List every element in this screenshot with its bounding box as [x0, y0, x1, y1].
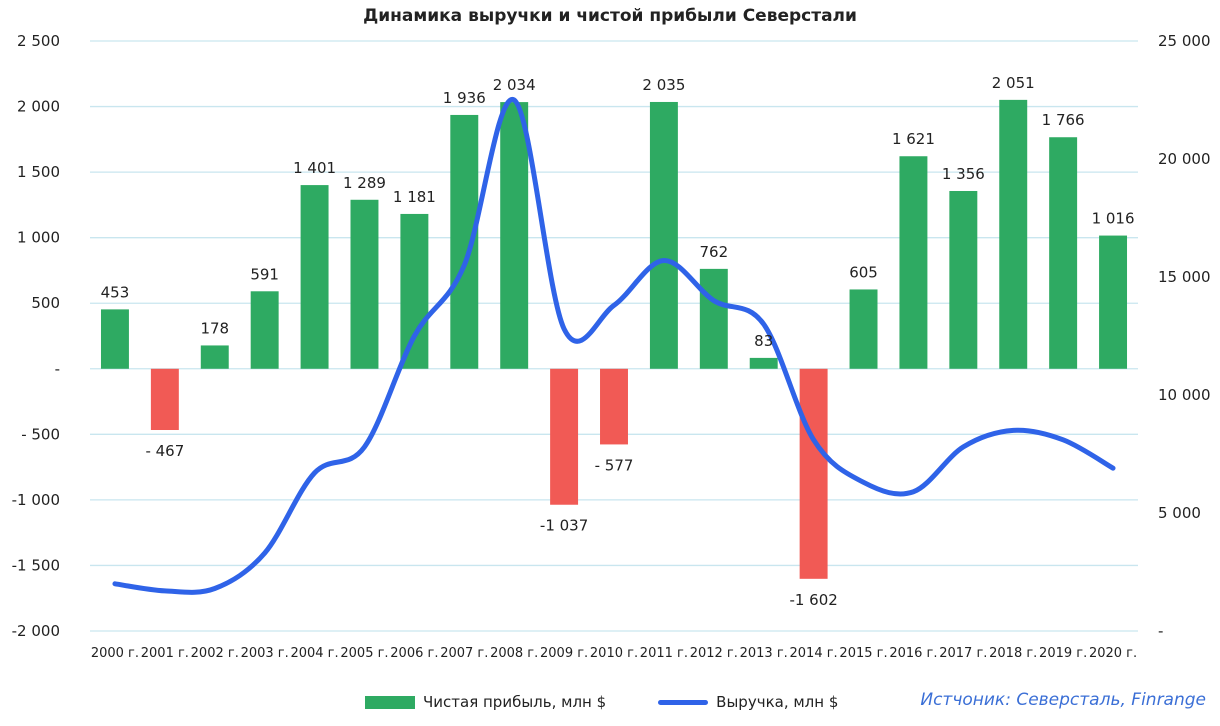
x-tick-label: 2002 г.: [191, 646, 239, 661]
data-label: 2 034: [493, 76, 536, 94]
profit-bar: [150, 368, 179, 431]
profit-bar: [799, 368, 828, 579]
chart-title: Динамика выручки и чистой прибыли Северс…: [363, 6, 857, 26]
profit-bar: [100, 309, 129, 369]
right-tick-label: 15 000: [1158, 268, 1211, 286]
x-tick-label: 2009 г.: [540, 646, 588, 661]
x-tick-label: 2012 г.: [690, 646, 738, 661]
x-tick-label: 2003 г.: [241, 646, 289, 661]
profit-bar: [999, 99, 1028, 369]
data-labels: 453 - 467 178 591 1 401 1 289 1 181 1 936 2 034 -…: [101, 74, 1135, 609]
grid-lines: [90, 40, 1138, 632]
left-tick-label: -2 000: [12, 622, 60, 640]
x-tick-label: 2019 г.: [1039, 646, 1087, 661]
left-tick-label: 500: [31, 294, 60, 312]
right-tick-label: 5 000: [1158, 504, 1201, 522]
x-tick-label: 2010 г.: [590, 646, 638, 661]
right-axis: 25 000 20 000 15 000 10 000 5 000 -: [1158, 32, 1211, 640]
profit-bar: [1049, 137, 1078, 369]
left-tick-label: 1 000: [17, 229, 60, 247]
left-tick-label: 2 000: [17, 98, 60, 116]
profit-bar: [899, 156, 928, 369]
profit-bar: [400, 213, 429, 369]
legend-swatch-profit: [365, 695, 415, 709]
data-label: 1 181: [393, 188, 436, 206]
x-tick-label: 2020 г.: [1089, 646, 1137, 661]
left-tick-label: -1 500: [12, 556, 60, 574]
legend-item-revenue: Выручка, млн $: [658, 693, 838, 711]
data-label: 2 035: [642, 76, 685, 94]
x-tick-label: 2016 г.: [889, 646, 937, 661]
legend-label-profit: Чистая прибыль, млн $: [423, 693, 607, 711]
profit-bar: [500, 102, 529, 369]
data-label: 178: [200, 319, 229, 337]
revenue-line: [112, 97, 1116, 595]
profit-bar: [949, 190, 978, 369]
left-tick-label: 1 500: [17, 163, 60, 181]
data-label: 762: [699, 243, 728, 261]
data-label: 453: [101, 283, 130, 301]
data-label: - 577: [595, 456, 634, 474]
data-label: 605: [849, 263, 878, 281]
legend-item-profit: Чистая прибыль, млн $: [365, 693, 606, 711]
profit-bar: [550, 368, 579, 505]
x-tick-label: 2006 г.: [390, 646, 438, 661]
right-tick-label: 25 000: [1158, 32, 1211, 50]
x-tick-label: 2001 г.: [141, 646, 189, 661]
right-tick-label: -: [1158, 622, 1163, 640]
data-label: 1 766: [1042, 111, 1085, 129]
data-label: 2 051: [992, 74, 1035, 92]
right-tick-label: 10 000: [1158, 386, 1211, 404]
x-tick-label: 2007 г.: [440, 646, 488, 661]
left-axis: 2 500 2 000 1 500 1 000 500 - - 500 -1 000 -1 50…: [12, 32, 60, 640]
data-label: 591: [250, 265, 279, 283]
data-label: 1 936: [443, 89, 486, 107]
revenue-line-group: [112, 97, 1116, 595]
data-label: 1 016: [1092, 210, 1135, 228]
data-label: 1 289: [343, 174, 386, 192]
x-axis: 2000 г. 2001 г. 2002 г. 2003 г. 2004 г. 2005 …: [91, 646, 1137, 661]
x-tick-label: 2005 г.: [340, 646, 388, 661]
data-label: -1 037: [540, 517, 588, 535]
profit-bar: [350, 199, 379, 369]
x-tick-label: 2017 г.: [939, 646, 987, 661]
profit-bar: [600, 368, 628, 445]
x-tick-label: 2015 г.: [839, 646, 887, 661]
profit-bar: [849, 289, 878, 369]
x-tick-label: 2000 г.: [91, 646, 139, 661]
legend-label-revenue: Выручка, млн $: [716, 693, 839, 711]
profit-bar: [300, 185, 329, 369]
left-tick-label: -1 000: [12, 491, 60, 509]
data-label: -1 602: [789, 591, 837, 609]
profit-bar: [250, 291, 279, 369]
x-tick-label: 2018 г.: [989, 646, 1037, 661]
right-tick-label: 20 000: [1158, 150, 1211, 168]
x-tick-label: 2014 г.: [790, 646, 838, 661]
x-tick-label: 2011 г.: [640, 646, 688, 661]
left-tick-label: - 500: [21, 425, 60, 443]
left-tick-label: -: [55, 360, 60, 378]
data-label: 1 356: [942, 165, 985, 183]
data-label: 1 621: [892, 130, 935, 148]
data-label: - 467: [145, 442, 184, 460]
data-label: 83: [754, 332, 773, 350]
legend-swatch-revenue: [658, 699, 709, 705]
x-tick-label: 2008 г.: [490, 646, 538, 661]
profit-bar: [749, 357, 778, 369]
profit-bar: [649, 101, 678, 369]
x-tick-label: 2013 г.: [740, 646, 788, 661]
data-label: 1 401: [293, 159, 336, 177]
left-tick-label: 2 500: [17, 32, 60, 50]
profit-bar: [1099, 235, 1128, 369]
legend: Чистая прибыль, млн $ Выручка, млн $: [365, 690, 890, 714]
source-note: Истчоник: Северсталь, Finrange: [920, 690, 1206, 710]
profit-bar: [699, 268, 728, 369]
profit-bars: [100, 99, 1128, 579]
x-tick-label: 2004 г.: [290, 646, 338, 661]
profit-bar: [200, 345, 229, 369]
